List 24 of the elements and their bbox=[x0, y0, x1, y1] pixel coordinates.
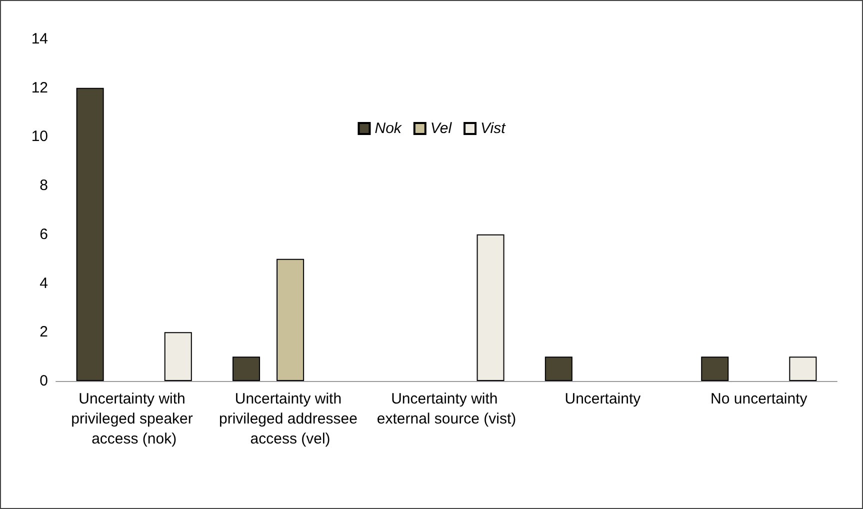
bar bbox=[789, 356, 817, 381]
bar bbox=[544, 356, 572, 381]
y-tick-label: 8 bbox=[40, 177, 48, 194]
y-tick-label: 6 bbox=[40, 226, 48, 243]
y-tick-label: 4 bbox=[40, 274, 48, 292]
y-tick-label: 14 bbox=[31, 30, 48, 48]
bar bbox=[232, 356, 260, 381]
x-tick-label: Uncertainty bbox=[564, 390, 642, 408]
bar bbox=[476, 234, 504, 381]
legend-label: Vel bbox=[430, 120, 452, 137]
bar bbox=[276, 258, 304, 381]
y-tick-label: 2 bbox=[40, 324, 48, 341]
x-tick-label: Uncertainty with external source (vist) bbox=[376, 390, 516, 428]
y-tick-label: 0 bbox=[40, 372, 48, 390]
y-tick-label: 12 bbox=[31, 79, 48, 96]
bar bbox=[164, 332, 192, 381]
bar bbox=[76, 88, 104, 381]
legend-label: Nok bbox=[374, 120, 403, 137]
x-tick-label: Uncertainty with privileged addressee access (vel) bbox=[219, 390, 362, 448]
y-tick-label: 10 bbox=[31, 128, 48, 146]
x-tick-label: Uncertainty with privileged speaker access (nok) bbox=[71, 390, 198, 448]
x-tick-label: No uncertainty bbox=[710, 390, 808, 408]
legend-label: Vist bbox=[480, 120, 506, 137]
bar bbox=[701, 356, 729, 381]
